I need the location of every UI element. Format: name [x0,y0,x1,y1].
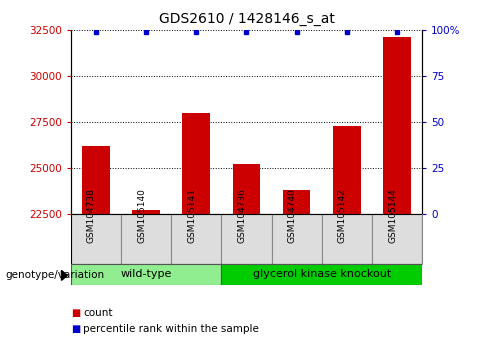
Text: ■: ■ [71,324,80,334]
Text: GSM104738: GSM104738 [87,188,96,243]
Text: GSM105141: GSM105141 [187,188,196,243]
Text: wild-type: wild-type [121,269,172,279]
Bar [283,190,310,214]
Bar [71,264,222,285]
Bar [322,214,372,264]
Bar [222,264,422,285]
Text: GSM105144: GSM105144 [388,188,397,243]
Text: GSM105140: GSM105140 [137,188,146,243]
Text: percentile rank within the sample: percentile rank within the sample [83,324,259,334]
Bar [121,214,171,264]
Text: glycerol kinase knockout: glycerol kinase knockout [253,269,391,279]
Text: GSM104736: GSM104736 [238,188,246,243]
Text: genotype/variation: genotype/variation [5,270,104,280]
Bar [82,146,110,214]
Title: GDS2610 / 1428146_s_at: GDS2610 / 1428146_s_at [159,12,334,26]
Polygon shape [61,270,67,280]
Text: GSM104740: GSM104740 [287,188,297,243]
Text: GSM105142: GSM105142 [338,188,347,243]
Text: ■: ■ [71,308,80,318]
Bar [372,214,422,264]
Bar [171,214,222,264]
Bar [233,165,260,214]
Bar [132,211,160,214]
Bar [183,113,210,214]
Text: count: count [83,308,112,318]
Bar [222,214,271,264]
Bar [333,126,361,214]
Bar [383,38,411,214]
Bar [71,214,121,264]
Bar [271,214,322,264]
